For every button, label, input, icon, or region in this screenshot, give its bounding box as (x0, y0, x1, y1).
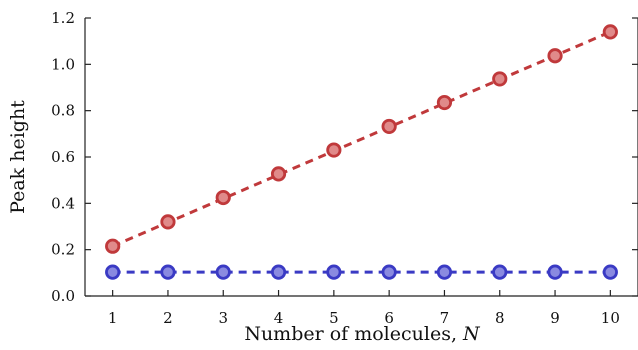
x-tick-label: 3 (218, 309, 228, 327)
y-tick-label: 0.4 (51, 194, 75, 212)
data-point (326, 264, 342, 280)
x-axis-title-text: Number of molecules, (244, 323, 463, 345)
y-axis-title: Peak height (7, 100, 29, 214)
x-axis-title-variable: N (462, 323, 481, 345)
data-point (547, 264, 563, 280)
y-tick-label: 0.2 (51, 241, 75, 259)
data-point (602, 264, 618, 280)
data-point (602, 24, 618, 40)
x-tick-label: 5 (329, 309, 339, 327)
y-ticks: 0.0 0.2 0.4 0.6 0.8 1.0 1.2 (51, 9, 638, 305)
data-point (381, 118, 397, 135)
data-point (105, 264, 121, 280)
y-tick-label: 1.0 (51, 55, 75, 73)
data-point (270, 264, 287, 280)
y-tick-label: 0.8 (51, 102, 75, 120)
x-tick-label: 9 (550, 309, 560, 327)
data-point (160, 264, 176, 280)
series-1 (105, 24, 618, 254)
data-point (381, 264, 397, 280)
x-tick-label: 1 (108, 309, 118, 327)
data-point (215, 264, 231, 280)
x-tick-label: 2 (163, 309, 173, 327)
data-point (270, 166, 287, 182)
series-2 (105, 264, 618, 280)
x-tick-label: 10 (601, 309, 620, 327)
y-tick-label: 1.2 (51, 9, 75, 27)
x-ticks: 1 2 3 4 5 6 7 8 9 10 (108, 290, 620, 327)
y-tick-label: 0.6 (51, 148, 75, 166)
series-layer (105, 24, 618, 280)
data-point (326, 142, 342, 158)
data-point (492, 264, 508, 280)
data-point (215, 189, 231, 206)
x-tick-label: 8 (495, 309, 505, 327)
x-axis-title: Number of molecules, N (244, 323, 481, 345)
x-tick-label: 6 (384, 309, 394, 327)
data-point (436, 264, 453, 280)
data-point (492, 71, 508, 87)
x-tick-label: 7 (440, 309, 450, 327)
data-point (436, 94, 453, 111)
series-line (112, 30, 611, 248)
data-point (160, 214, 176, 230)
data-point (105, 238, 121, 254)
x-tick-label: 4 (274, 309, 284, 327)
data-point (547, 48, 563, 64)
y-tick-label: 0.0 (51, 287, 75, 305)
